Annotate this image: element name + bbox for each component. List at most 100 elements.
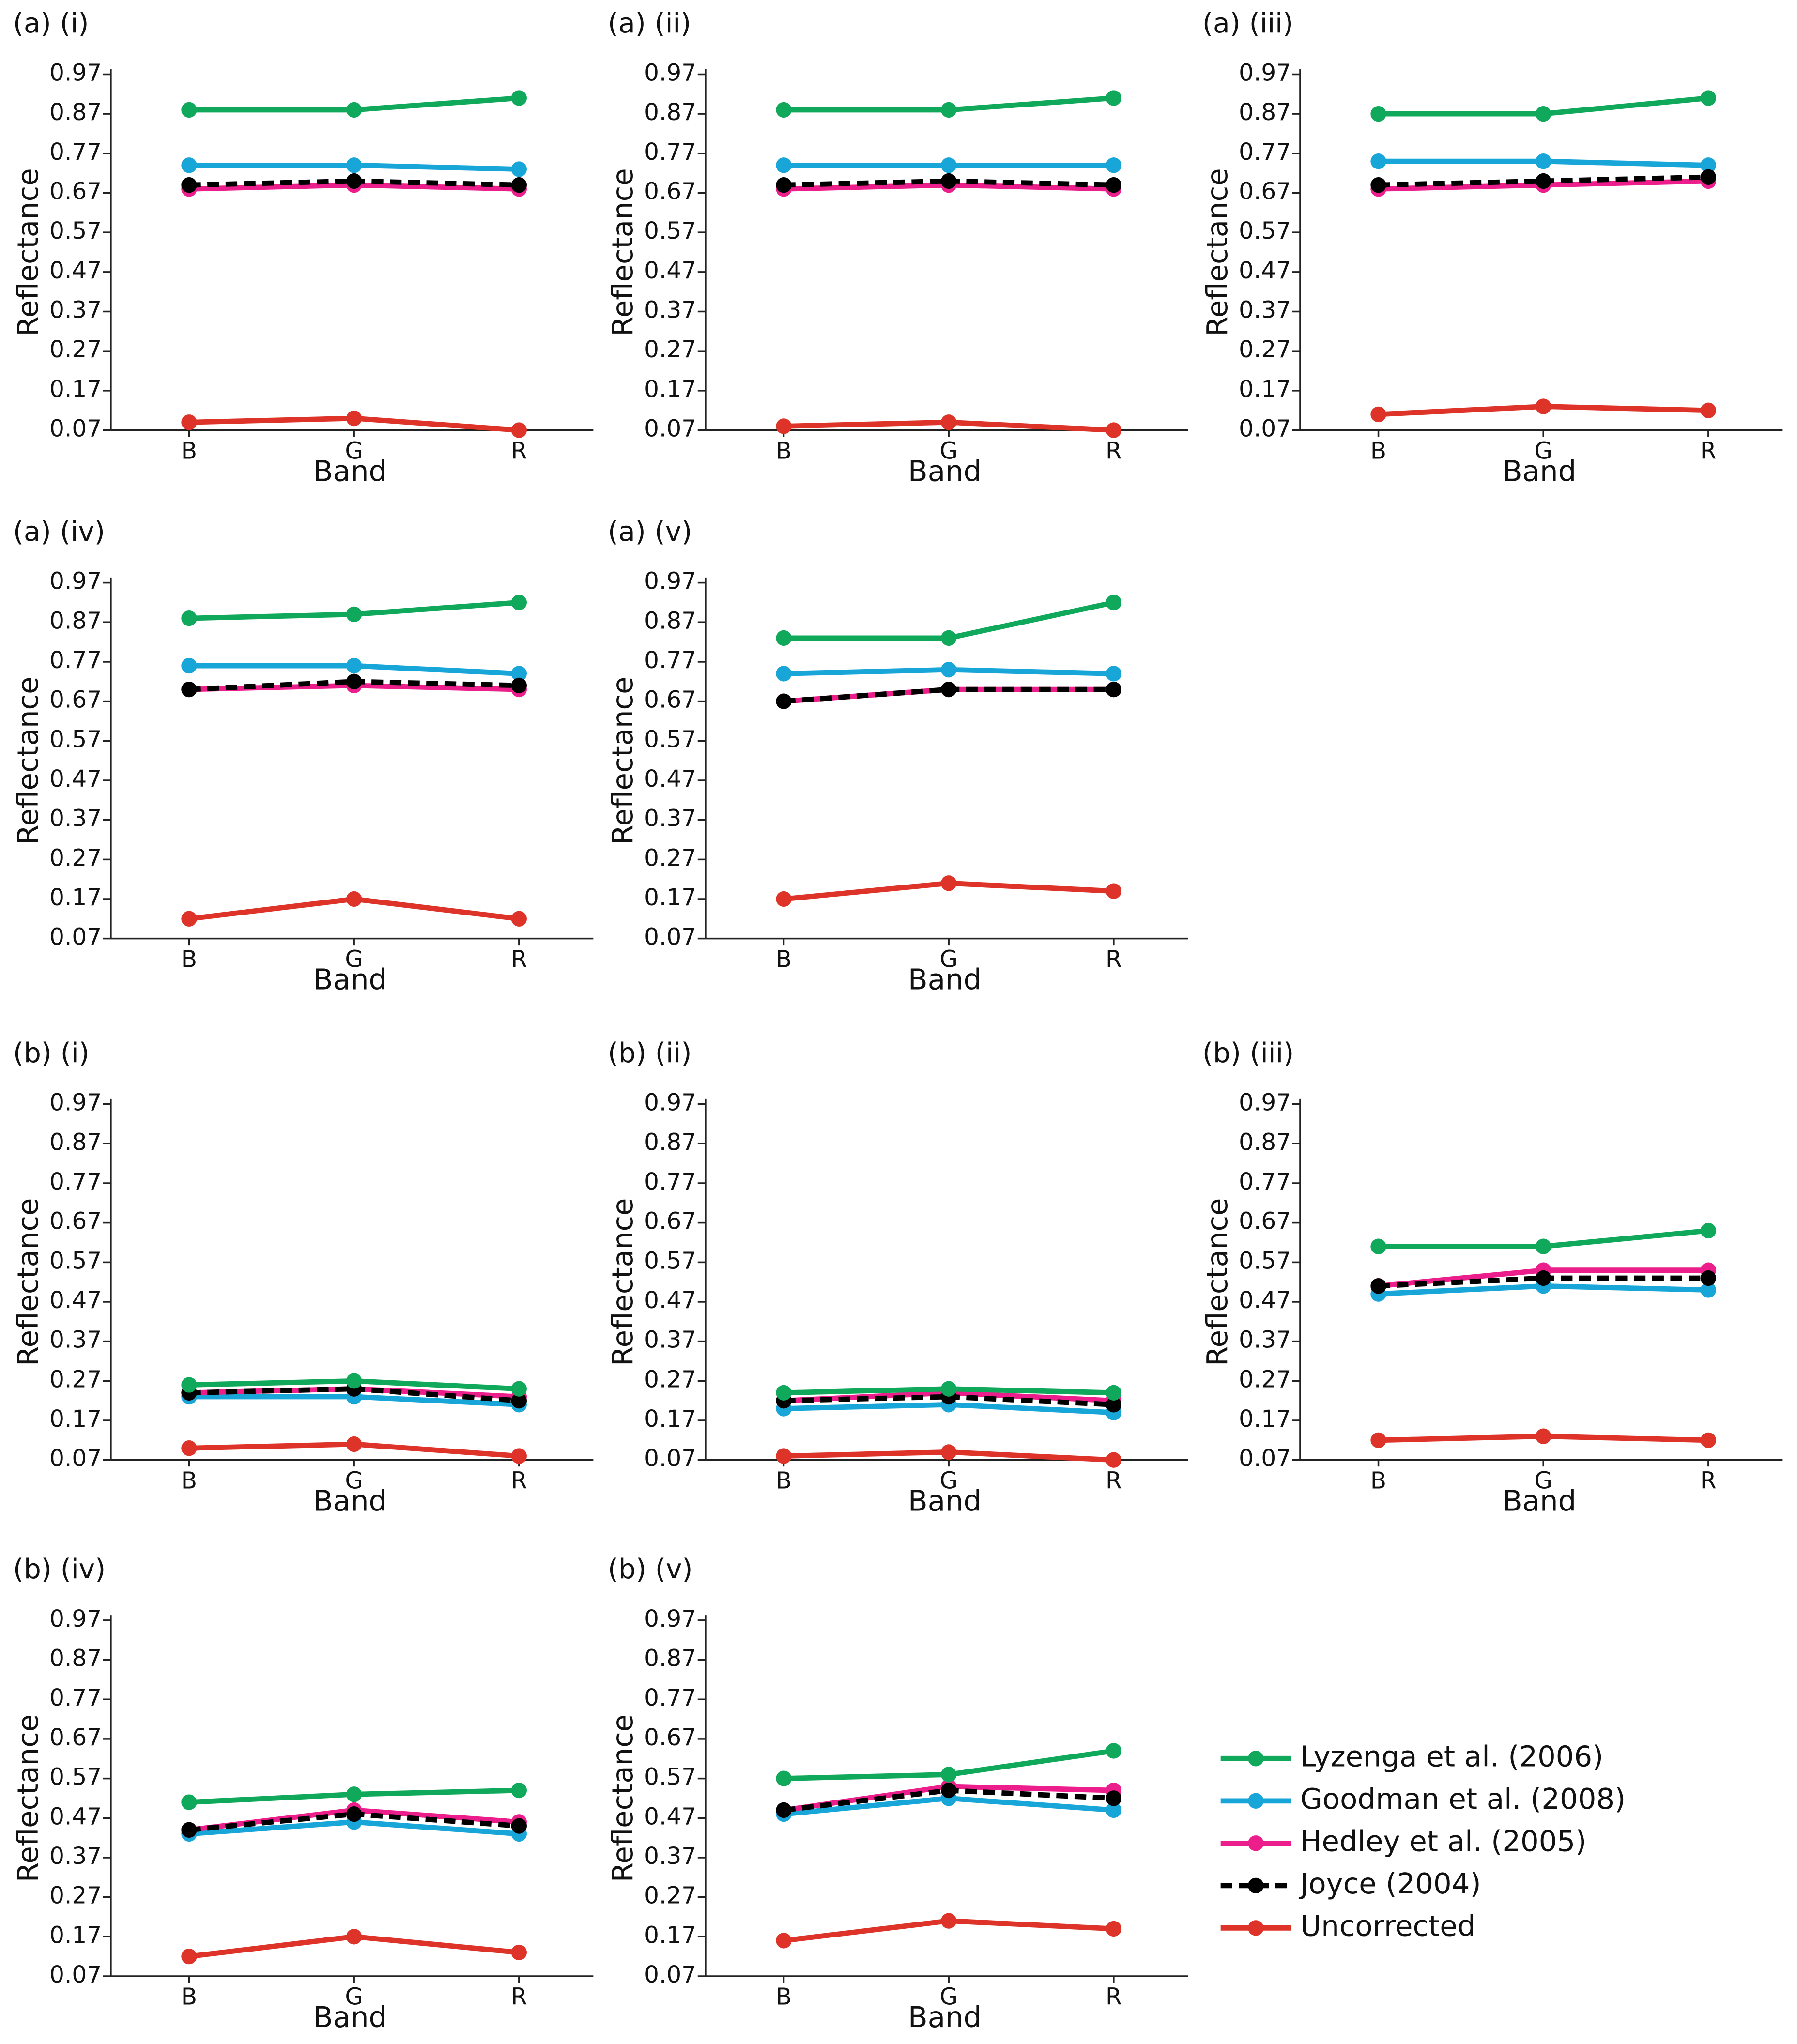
y-tick-label: 0.47 xyxy=(49,1287,102,1314)
legend-label: Lyzenga et al. (2006) xyxy=(1300,1739,1603,1773)
y-tick-label: 0.57 xyxy=(49,1764,102,1791)
point xyxy=(181,177,197,193)
y-tick-label: 0.27 xyxy=(1239,336,1291,363)
point xyxy=(511,177,527,193)
panel-title: (b) (i) xyxy=(13,1037,90,1069)
y-tick-label: 0.07 xyxy=(644,1445,696,1472)
legend-marker xyxy=(1248,1877,1264,1894)
x-axis-label: Band xyxy=(908,455,982,488)
y-axis-label: Reflectance xyxy=(606,1198,639,1366)
point xyxy=(1370,406,1386,423)
y-tick-label: 0.87 xyxy=(644,1645,696,1672)
point xyxy=(1370,1432,1386,1449)
y-tick-label: 0.17 xyxy=(49,376,102,403)
y-tick-label: 0.57 xyxy=(1239,1247,1291,1274)
y-tick-label: 0.37 xyxy=(49,1843,102,1870)
y-tick-label: 0.67 xyxy=(644,178,696,205)
y-tick-label: 0.37 xyxy=(49,1327,102,1354)
x-tick-label: B xyxy=(181,946,197,973)
panel: (a) (iv) Reflectance 0.07 0.17 0.27 0.37 0.47 0… xyxy=(11,516,594,996)
y-tick-label: 0.37 xyxy=(1239,297,1291,324)
point xyxy=(1536,1270,1551,1286)
y-tick-label: 0.97 xyxy=(644,1605,696,1632)
y-tick-label: 0.57 xyxy=(1239,217,1291,244)
y-tick-label: 0.17 xyxy=(1239,376,1291,403)
y-tick-label: 0.47 xyxy=(1239,257,1291,284)
x-tick-label: G xyxy=(939,946,958,973)
y-tick-label: 0.47 xyxy=(644,1803,696,1830)
y-tick-label: 0.87 xyxy=(644,1129,696,1156)
point xyxy=(941,102,957,118)
y-tick-label: 0.27 xyxy=(644,336,696,363)
y-tick-label: 0.47 xyxy=(49,1803,102,1830)
y-tick-label: 0.37 xyxy=(644,1327,696,1354)
y-tick-label: 0.57 xyxy=(644,1764,696,1791)
x-tick-label: R xyxy=(511,437,527,464)
y-tick-label: 0.87 xyxy=(644,607,696,634)
y-tick-label: 0.97 xyxy=(644,59,696,86)
x-tick-label: G xyxy=(1534,1467,1552,1494)
point xyxy=(181,414,197,430)
y-axis-label: Reflectance xyxy=(606,676,639,844)
y-tick-label: 0.07 xyxy=(49,1445,102,1472)
y-tick-label: 0.17 xyxy=(644,376,696,403)
point xyxy=(941,1913,957,1929)
point xyxy=(511,595,527,610)
panel: (b) (i) Reflectance 0.07 0.17 0.27 0.37 0.47 0.… xyxy=(11,1037,594,1518)
y-tick-label: 0.97 xyxy=(49,59,102,86)
y-tick-label: 0.47 xyxy=(644,1287,696,1314)
point xyxy=(776,157,792,173)
panel-title: (a) (i) xyxy=(13,8,89,39)
x-tick-label: B xyxy=(1370,437,1386,464)
panel: (b) (iii) Reflectance 0.07 0.17 0.27 0.37 0.47… xyxy=(1200,1037,1783,1518)
point xyxy=(1370,106,1386,122)
y-tick-label: 0.97 xyxy=(49,1605,102,1632)
point xyxy=(1106,1452,1122,1468)
panel-title: (a) (iv) xyxy=(13,516,105,548)
x-tick-label: R xyxy=(1106,946,1122,973)
point xyxy=(941,173,957,189)
point xyxy=(1106,177,1122,193)
point xyxy=(1536,106,1551,122)
x-tick-label: B xyxy=(181,437,197,464)
panel-title: (a) (iii) xyxy=(1202,8,1293,39)
y-tick-label: 0.97 xyxy=(1239,1089,1291,1116)
panel: (a) (v) Reflectance 0.07 0.17 0.27 0.37 0.47 0.… xyxy=(606,516,1188,996)
y-tick-label: 0.17 xyxy=(49,1405,102,1433)
point xyxy=(776,666,792,682)
point xyxy=(941,662,957,678)
point xyxy=(1536,1428,1551,1444)
point xyxy=(346,1929,362,1945)
panel-title: (a) (ii) xyxy=(608,8,691,39)
y-tick-label: 0.87 xyxy=(49,1645,102,1672)
point xyxy=(941,681,957,698)
point xyxy=(511,1782,527,1799)
x-tick-label: G xyxy=(1534,437,1552,464)
panel-title: (a) (v) xyxy=(608,516,692,548)
x-axis-label: Band xyxy=(313,1484,387,1518)
y-tick-label: 0.77 xyxy=(49,647,102,674)
y-tick-label: 0.47 xyxy=(644,257,696,284)
x-tick-label: B xyxy=(181,1983,197,2011)
point xyxy=(776,1385,792,1401)
point xyxy=(1700,157,1717,173)
point xyxy=(1536,1238,1551,1254)
point xyxy=(1536,173,1551,189)
x-tick-label: R xyxy=(1700,1467,1717,1494)
x-tick-label: R xyxy=(511,1983,527,2011)
point xyxy=(511,90,527,106)
point xyxy=(346,1806,362,1822)
point xyxy=(181,1822,197,1838)
y-tick-label: 0.57 xyxy=(49,726,102,753)
y-tick-label: 0.17 xyxy=(1239,1405,1291,1433)
y-tick-label: 0.57 xyxy=(644,726,696,753)
y-tick-label: 0.27 xyxy=(1239,1366,1291,1393)
y-tick-label: 0.07 xyxy=(1239,415,1291,442)
point xyxy=(776,102,792,118)
point xyxy=(941,1782,957,1799)
y-axis-label: Reflectance xyxy=(606,168,639,336)
point xyxy=(181,1377,197,1393)
x-tick-label: R xyxy=(1106,1467,1122,1494)
point xyxy=(776,1770,792,1786)
legend-marker xyxy=(1248,1793,1264,1809)
